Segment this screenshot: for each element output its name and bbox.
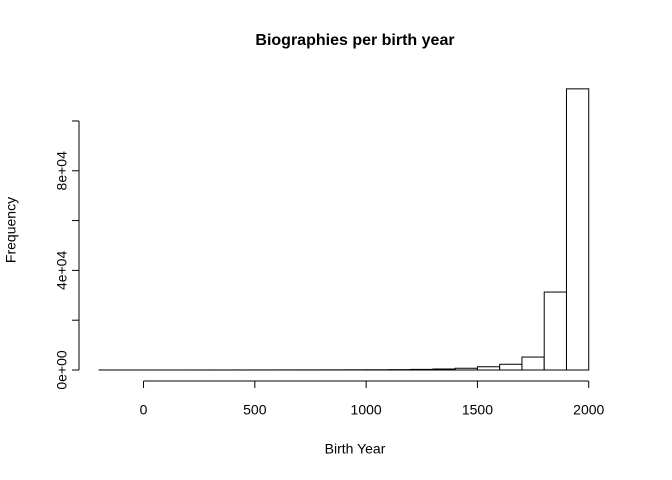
y-tick-label: 4e+04 <box>54 251 70 291</box>
bar <box>410 368 434 371</box>
bar <box>521 356 545 371</box>
y-axis-label: Frequency <box>3 197 19 263</box>
bar <box>543 291 567 371</box>
x-tick-label: 500 <box>243 402 267 418</box>
bar <box>499 363 523 371</box>
y-tick-label: 0e+00 <box>54 350 70 390</box>
bar <box>432 368 456 371</box>
y-tick-label: 8e+04 <box>54 151 70 191</box>
x-tick-label: 2000 <box>573 402 604 418</box>
chart-title: Biographies per birth year <box>255 32 454 49</box>
x-axis-label: Birth Year <box>325 441 386 457</box>
bar <box>476 366 501 371</box>
bar <box>454 367 478 371</box>
x-tick-label: 1000 <box>351 402 382 418</box>
x-tick-label: 1500 <box>462 402 493 418</box>
x-tick-label: 0 <box>140 402 148 418</box>
bar <box>565 88 590 371</box>
